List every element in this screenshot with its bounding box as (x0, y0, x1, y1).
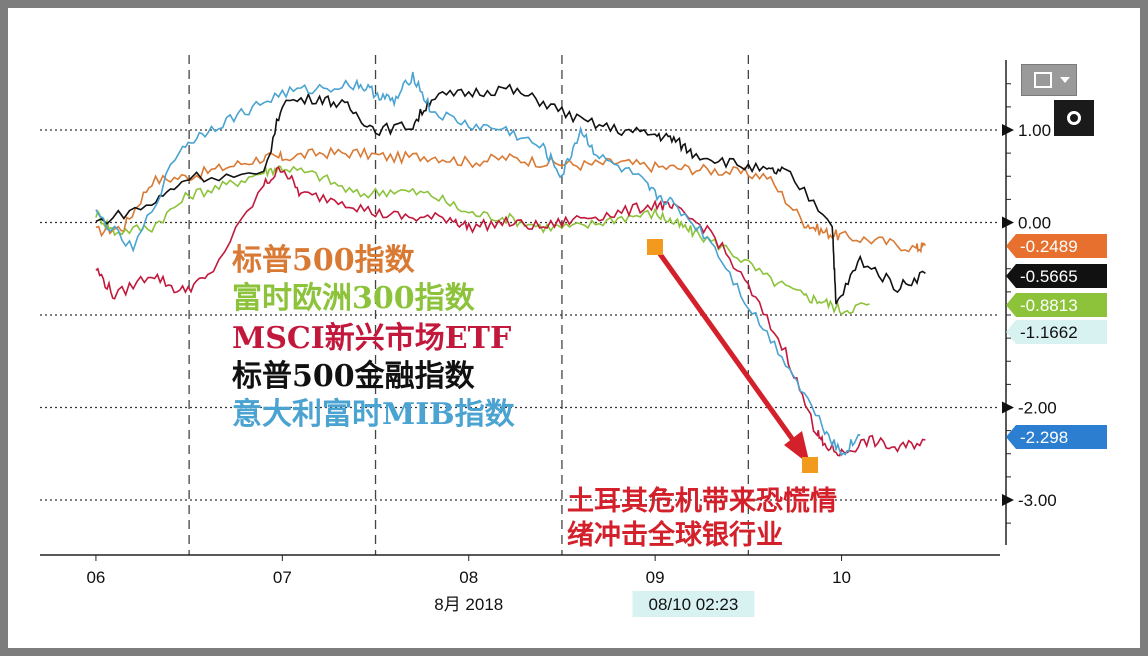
crosshair-label: 08/10 02:23 (649, 595, 739, 614)
value-badge-0 (1006, 234, 1107, 258)
value-badge-label-2: -0.8813 (1020, 296, 1078, 315)
series-line-0 (95, 146, 927, 254)
x-tick-label-0: 06 (86, 568, 105, 587)
y-tick-arrow-3 (1002, 494, 1014, 506)
legend-entry-1: 富时欧洲300指数 (232, 281, 476, 316)
legend-entry-0: 标普500指数 (232, 243, 416, 278)
annotation-start-marker (647, 239, 663, 255)
chart-type-button[interactable] (1021, 64, 1077, 96)
value-badge-label-3: -1.1662 (1020, 323, 1078, 342)
value-badge-1 (1006, 264, 1107, 288)
x-tick-label-2: 08 (459, 568, 478, 587)
gear-icon (1067, 111, 1081, 125)
annotation-arrow-head (784, 431, 810, 465)
y-tick-label-0: 1.00 (1018, 121, 1051, 140)
line-chart-icon (1034, 72, 1052, 88)
chevron-down-icon (1060, 77, 1070, 83)
x-tick-label-4: 10 (832, 568, 851, 587)
value-badge-label-0: -0.2489 (1020, 237, 1078, 256)
annotation-line-1: 土耳其危机带来恐慌情 (567, 485, 837, 517)
value-badge-label-1: -0.5665 (1020, 267, 1078, 286)
x-tick-label-1: 07 (273, 568, 292, 587)
series-line-2 (95, 166, 926, 457)
x-tick-label-3: 09 (646, 568, 665, 587)
value-badge-2 (1006, 293, 1107, 317)
y-tick-label-2: -2.00 (1018, 399, 1057, 418)
annotation-end-marker (802, 457, 818, 473)
value-badge-label-4: -2.298 (1020, 428, 1068, 447)
settings-button[interactable] (1054, 100, 1094, 136)
value-badge-3 (1006, 320, 1107, 344)
y-tick-arrow-1 (1002, 216, 1014, 229)
legend-entry-2: MSCI新兴市场ETF (232, 321, 511, 356)
series-line-4 (95, 71, 861, 457)
legend-entry-4: 意大利富时MIB指数 (232, 397, 516, 432)
y-tick-arrow-0 (1002, 124, 1014, 136)
crosshair-label-bg (632, 591, 755, 617)
x-axis-title: 8月 2018 (434, 595, 503, 614)
annotation-arrow-line (652, 245, 801, 449)
y-tick-label-3: -3.00 (1018, 491, 1057, 510)
value-badge-4 (1006, 425, 1107, 449)
legend-entry-3: 标普500金融指数 (232, 359, 476, 394)
y-tick-label-1: 0.00 (1018, 214, 1051, 233)
series-line-3 (95, 83, 926, 305)
series-line-1 (95, 164, 870, 316)
annotation-line-2: 绪冲击全球银行业 (567, 519, 783, 551)
y-tick-arrow-2 (1002, 401, 1014, 414)
